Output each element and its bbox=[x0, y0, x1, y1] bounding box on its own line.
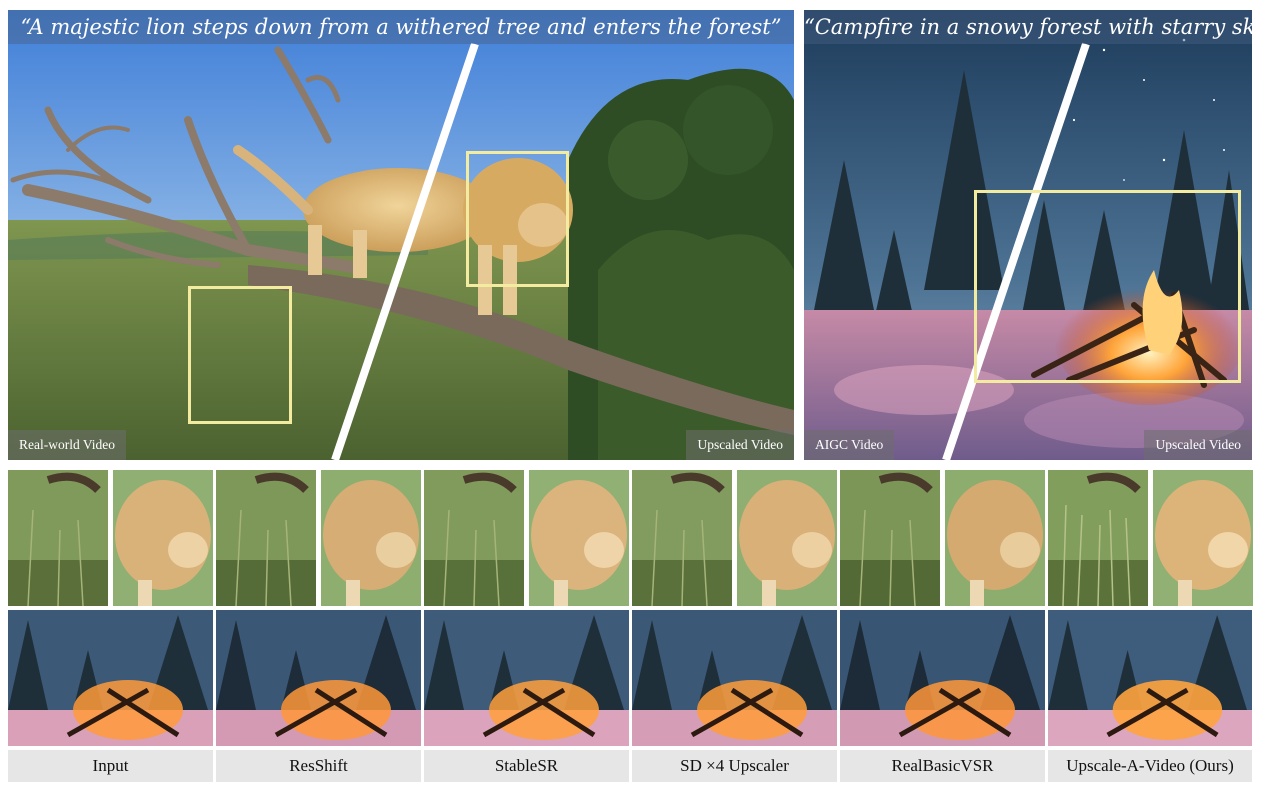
campfire-crop bbox=[840, 610, 1045, 746]
grass-crop bbox=[216, 470, 316, 606]
lion-caption: “A majestic lion steps down from a withe… bbox=[8, 10, 794, 44]
method-column-input: Input bbox=[8, 470, 213, 782]
method-column-resshift: ResShift bbox=[216, 470, 421, 782]
highlight-box-campfire bbox=[974, 190, 1241, 383]
campfire-crop bbox=[1048, 610, 1252, 746]
grass-crop bbox=[8, 470, 108, 606]
highlight-box-lion-head bbox=[466, 151, 569, 287]
method-label-realbasicvsr: RealBasicVSR bbox=[840, 750, 1045, 782]
lion-head-crop bbox=[1153, 470, 1253, 606]
grass-crop bbox=[1048, 470, 1148, 606]
grass-crop bbox=[424, 470, 524, 606]
lion-video-panel: “A majestic lion steps down from a withe… bbox=[8, 10, 794, 460]
method-comparison-grid: Input ResShift StableSR bbox=[8, 470, 1253, 782]
lion-scene-image bbox=[8, 10, 794, 460]
campfire-crop bbox=[632, 610, 837, 746]
real-world-video-tag: Real-world Video bbox=[8, 430, 127, 460]
method-column-stablesr: StableSR bbox=[424, 470, 629, 782]
lion-head-crop bbox=[113, 470, 213, 606]
method-column-upscale-a-video: Upscale-A-Video (Ours) bbox=[1048, 470, 1253, 782]
method-label-upscale-a-video: Upscale-A-Video (Ours) bbox=[1048, 750, 1252, 782]
method-label-resshift: ResShift bbox=[216, 750, 421, 782]
lion-head-crop bbox=[529, 470, 629, 606]
campfire-crop bbox=[424, 610, 629, 746]
aigc-video-tag: AIGC Video bbox=[804, 430, 895, 460]
campfire-caption: “Campfire in a snowy forest with starry … bbox=[804, 10, 1252, 44]
method-column-sd-x4-upscaler: SD ×4 Upscaler bbox=[632, 470, 837, 782]
grass-crop bbox=[632, 470, 732, 606]
method-label-sd-x4-upscaler: SD ×4 Upscaler bbox=[632, 750, 837, 782]
method-label-input: Input bbox=[8, 750, 213, 782]
lion-head-crop bbox=[321, 470, 421, 606]
grass-crop bbox=[840, 470, 940, 606]
campfire-crop bbox=[8, 610, 213, 746]
lion-head-crop bbox=[945, 470, 1045, 606]
upscaled-video-tag-aigc: Upscaled Video bbox=[1144, 430, 1252, 460]
campfire-video-panel: “Campfire in a snowy forest with starry … bbox=[804, 10, 1252, 460]
highlight-box-grass bbox=[188, 286, 292, 424]
method-label-stablesr: StableSR bbox=[424, 750, 629, 782]
method-column-realbasicvsr: RealBasicVSR bbox=[840, 470, 1045, 782]
campfire-crop bbox=[216, 610, 421, 746]
upscaled-video-tag: Upscaled Video bbox=[686, 430, 794, 460]
lion-head-crop bbox=[737, 470, 837, 606]
